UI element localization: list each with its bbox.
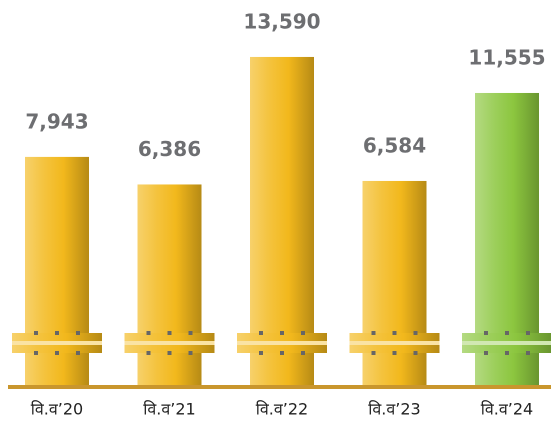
bolt <box>146 331 151 335</box>
bar <box>137 184 202 386</box>
value-label: 6,584 <box>363 133 426 157</box>
bolt <box>505 331 509 335</box>
bolt <box>76 351 80 355</box>
x-tick-label: वि.व’20 <box>31 400 83 419</box>
flange-band <box>237 341 327 345</box>
bolt <box>484 331 488 335</box>
flange-band <box>124 341 215 345</box>
bolt <box>413 351 418 355</box>
bolt <box>392 331 397 335</box>
baseline <box>8 385 551 389</box>
value-label: 7,943 <box>25 109 88 133</box>
x-tick-label: वि.व’22 <box>256 400 308 419</box>
bolt <box>301 331 305 335</box>
bolt <box>371 351 376 355</box>
bolt <box>55 331 59 335</box>
bolt <box>280 351 284 355</box>
bolt <box>146 351 151 355</box>
bolt <box>484 351 488 355</box>
bolt <box>280 331 284 335</box>
flange-band <box>462 341 551 345</box>
x-tick-label: वि.व’21 <box>143 400 195 419</box>
flange-band <box>12 341 102 345</box>
bolt <box>188 331 193 335</box>
value-label: 11,555 <box>468 45 545 69</box>
bolt <box>188 351 193 355</box>
bolt <box>167 351 172 355</box>
bolt <box>301 351 305 355</box>
bolt <box>413 331 418 335</box>
bolt <box>526 331 530 335</box>
bar <box>362 180 427 386</box>
x-tick-label: वि.व’23 <box>368 400 420 419</box>
value-label: 6,386 <box>138 137 201 161</box>
value-label: 13,590 <box>243 9 320 33</box>
bolt <box>55 351 59 355</box>
bolt <box>76 331 80 335</box>
bolt <box>505 351 509 355</box>
bolt <box>526 351 530 355</box>
bolt <box>259 331 263 335</box>
x-tick-label: वि.व’24 <box>481 400 533 419</box>
flange-band <box>349 341 440 345</box>
bolt <box>392 351 397 355</box>
bolt <box>167 331 172 335</box>
bolt <box>259 351 263 355</box>
bolt <box>34 331 38 335</box>
bolt <box>34 351 38 355</box>
bolt <box>371 331 376 335</box>
